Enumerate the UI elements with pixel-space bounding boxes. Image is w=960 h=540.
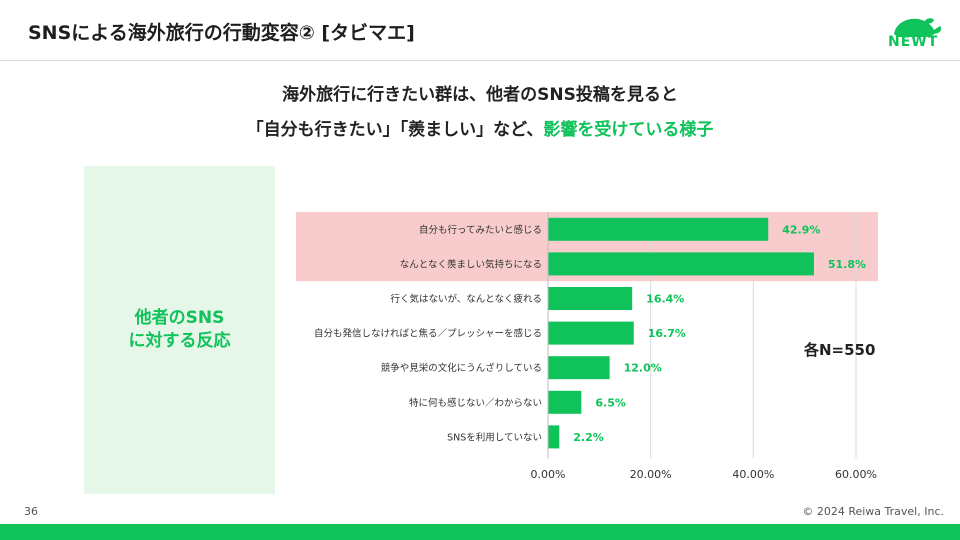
headline-line-2: 「自分も行きたい」「羨ましい」など、影響を受けている様子 — [0, 115, 960, 140]
footer-band — [0, 524, 960, 540]
bar — [548, 425, 560, 449]
bar — [548, 356, 610, 380]
value-label: 16.4% — [646, 293, 684, 306]
headline-line-2-prefix: 「自分も行きたい」「羨ましい」など、 — [246, 120, 544, 140]
category-label: 自分も発信しなければと焦る／プレッシャーを感じる — [314, 328, 542, 340]
value-label: 2.2% — [573, 431, 604, 444]
value-label: 51.8% — [828, 258, 866, 271]
category-label: SNSを利用していない — [447, 431, 542, 443]
copyright: © 2024 Reiwa Travel, Inc. — [802, 505, 944, 518]
value-label: 6.5% — [595, 396, 626, 409]
x-tick-label: 20.00% — [630, 468, 672, 481]
x-tick-label: 40.00% — [732, 468, 774, 481]
bar — [548, 217, 769, 241]
page-number: 36 — [24, 505, 38, 518]
bar — [548, 390, 582, 414]
sample-size-label: 各N=550 — [804, 341, 876, 359]
value-label: 16.7% — [648, 327, 686, 340]
side-panel: 他者のSNS に対する反応 — [84, 166, 275, 494]
value-label: 12.0% — [624, 362, 662, 375]
category-label: なんとなく羨ましい気持ちになる — [400, 258, 542, 270]
headline-line-1: 海外旅行に行きたい群は、他者のSNS投稿を見ると — [282, 85, 678, 105]
headline-line-2-accent: 影響を受けている様子 — [543, 120, 714, 140]
category-label: 自分も行ってみたいと感じる — [419, 224, 542, 236]
turtle-logo-icon — [894, 18, 942, 37]
x-tick-label: 0.00% — [531, 468, 566, 481]
side-panel-line-1: 他者のSNS — [134, 308, 225, 328]
category-label: 行く気はないが、なんとなく疲れる — [390, 293, 542, 305]
category-label: 特に何も感じない／わからない — [409, 397, 542, 409]
header-divider — [0, 60, 960, 61]
value-label: 42.9% — [782, 223, 820, 236]
x-tick-label: 60.00% — [835, 468, 877, 481]
bar — [548, 252, 814, 276]
logo-text: NEWT — [888, 34, 939, 50]
bar — [548, 287, 633, 310]
category-label: 競争や見栄の文化にうんざりしている — [381, 362, 542, 374]
bar — [548, 321, 634, 345]
page-title: SNSによる海外旅行の行動変容② [タビマエ] — [28, 22, 415, 44]
side-panel-line-2: に対する反応 — [128, 331, 231, 351]
